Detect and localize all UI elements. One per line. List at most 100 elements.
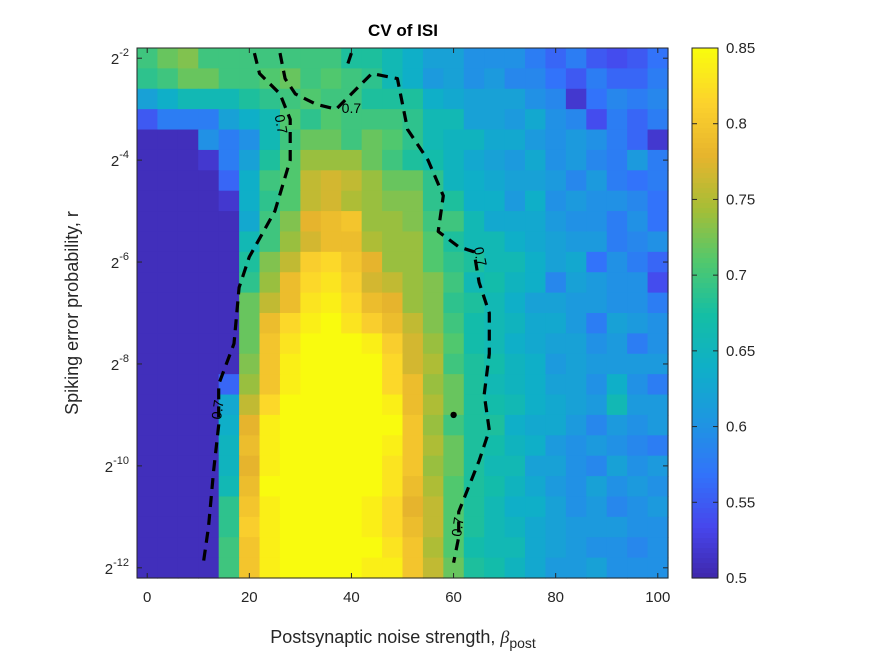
colorbar-segment bbox=[692, 473, 718, 479]
heatmap-cell bbox=[279, 476, 301, 498]
heatmap-cell bbox=[320, 516, 342, 538]
heatmap-cell bbox=[484, 88, 506, 110]
heatmap-cell bbox=[157, 292, 179, 314]
heatmap-cell bbox=[422, 109, 444, 131]
colorbar-segment bbox=[692, 228, 718, 234]
heatmap-cell bbox=[341, 129, 363, 151]
colorbar-segment bbox=[692, 183, 718, 189]
heatmap-cell bbox=[647, 109, 669, 131]
colorbar-segment bbox=[692, 313, 718, 319]
heatmap-cell bbox=[198, 292, 220, 314]
heatmap-cell bbox=[463, 149, 485, 171]
heatmap-cell bbox=[177, 272, 199, 294]
heatmap-cell bbox=[239, 394, 261, 416]
heatmap-cell bbox=[320, 537, 342, 559]
heatmap-cell bbox=[606, 374, 628, 396]
heatmap-cell bbox=[300, 88, 322, 110]
heatmap-cell bbox=[361, 333, 383, 355]
heatmap-cell bbox=[341, 414, 363, 436]
heatmap-cell bbox=[484, 170, 506, 192]
heatmap-cell bbox=[606, 211, 628, 233]
colorbar-segment bbox=[692, 98, 718, 104]
heatmap-cell bbox=[361, 129, 383, 151]
heatmap-cell bbox=[239, 88, 261, 110]
heatmap-cell bbox=[463, 88, 485, 110]
heatmap-cell bbox=[341, 48, 363, 69]
heatmap-cell bbox=[647, 149, 669, 171]
heatmap-cell bbox=[504, 496, 526, 518]
heatmap-cell bbox=[647, 394, 669, 416]
heatmap-cell bbox=[525, 68, 547, 90]
heatmap-cell bbox=[586, 48, 608, 69]
heatmap-cell bbox=[484, 109, 506, 131]
heatmap-cell bbox=[382, 516, 404, 538]
heatmap-cell bbox=[504, 455, 526, 477]
heatmap-cell bbox=[218, 516, 240, 538]
heatmap-cell bbox=[382, 48, 404, 69]
heatmap-cell bbox=[218, 211, 240, 233]
heatmap-cell bbox=[647, 414, 669, 436]
heatmap-cell bbox=[137, 251, 159, 273]
heatmap-cell bbox=[157, 394, 179, 416]
heatmap-cell bbox=[218, 476, 240, 498]
heatmap-cell bbox=[177, 190, 199, 212]
heatmap-cell bbox=[422, 68, 444, 90]
heatmap-cell bbox=[177, 374, 199, 396]
heatmap-cell bbox=[341, 109, 363, 131]
colorbar-segment bbox=[692, 68, 718, 74]
heatmap-cell bbox=[218, 374, 240, 396]
heatmap-cell bbox=[341, 394, 363, 416]
heatmap-cell bbox=[606, 435, 628, 457]
heatmap-cell bbox=[402, 455, 424, 477]
colorbar-segment bbox=[692, 73, 718, 79]
colorbar-segment bbox=[692, 573, 718, 579]
heatmap-cell bbox=[320, 48, 342, 69]
heatmap-cell bbox=[422, 557, 444, 579]
colorbar-segment bbox=[692, 53, 718, 59]
heatmap-cell bbox=[341, 190, 363, 212]
heatmap-cell bbox=[443, 455, 465, 477]
heatmap-cell bbox=[402, 414, 424, 436]
heatmap-cell bbox=[137, 231, 159, 253]
heatmap-cell bbox=[586, 129, 608, 151]
y-tick-label: 2-8 bbox=[111, 353, 129, 374]
heatmap-cell bbox=[463, 129, 485, 151]
heatmap-cell bbox=[545, 455, 567, 477]
colorbar-segment bbox=[692, 508, 718, 514]
heatmap-cell bbox=[361, 170, 383, 192]
heatmap-cell bbox=[300, 190, 322, 212]
heatmap-cell bbox=[422, 476, 444, 498]
heatmap-cell bbox=[422, 170, 444, 192]
heatmap-cell bbox=[239, 496, 261, 518]
heatmap-cell bbox=[627, 557, 649, 579]
heatmap-cell bbox=[443, 170, 465, 192]
heatmap-cell bbox=[259, 537, 281, 559]
heatmap-cell bbox=[586, 231, 608, 253]
heatmap-cell bbox=[504, 88, 526, 110]
heatmap-cell bbox=[484, 313, 506, 334]
heatmap-cell bbox=[361, 251, 383, 273]
heatmap-cell bbox=[627, 272, 649, 294]
heatmap-cell bbox=[606, 414, 628, 436]
heatmap-cell bbox=[279, 435, 301, 457]
heatmap-cell bbox=[259, 170, 281, 192]
heatmap-cell bbox=[463, 170, 485, 192]
colorbar-segment bbox=[692, 138, 718, 144]
heatmap-cell bbox=[157, 333, 179, 355]
heatmap-cell bbox=[218, 496, 240, 518]
heatmap-cell bbox=[606, 537, 628, 559]
heatmap-cell bbox=[647, 313, 669, 334]
colorbar-segment bbox=[692, 393, 718, 399]
heatmap-cell bbox=[504, 516, 526, 538]
heatmap-cell bbox=[137, 88, 159, 110]
heatmap-cell bbox=[279, 496, 301, 518]
heatmap-cell bbox=[382, 129, 404, 151]
heatmap-cell bbox=[565, 435, 587, 457]
heatmap-cell bbox=[259, 414, 281, 436]
heatmap-cell bbox=[239, 476, 261, 498]
heatmap-cell bbox=[402, 48, 424, 69]
colorbar-segment bbox=[692, 503, 718, 509]
heatmap-cell bbox=[525, 231, 547, 253]
heatmap-cell bbox=[586, 496, 608, 518]
heatmap-cell bbox=[647, 476, 669, 498]
